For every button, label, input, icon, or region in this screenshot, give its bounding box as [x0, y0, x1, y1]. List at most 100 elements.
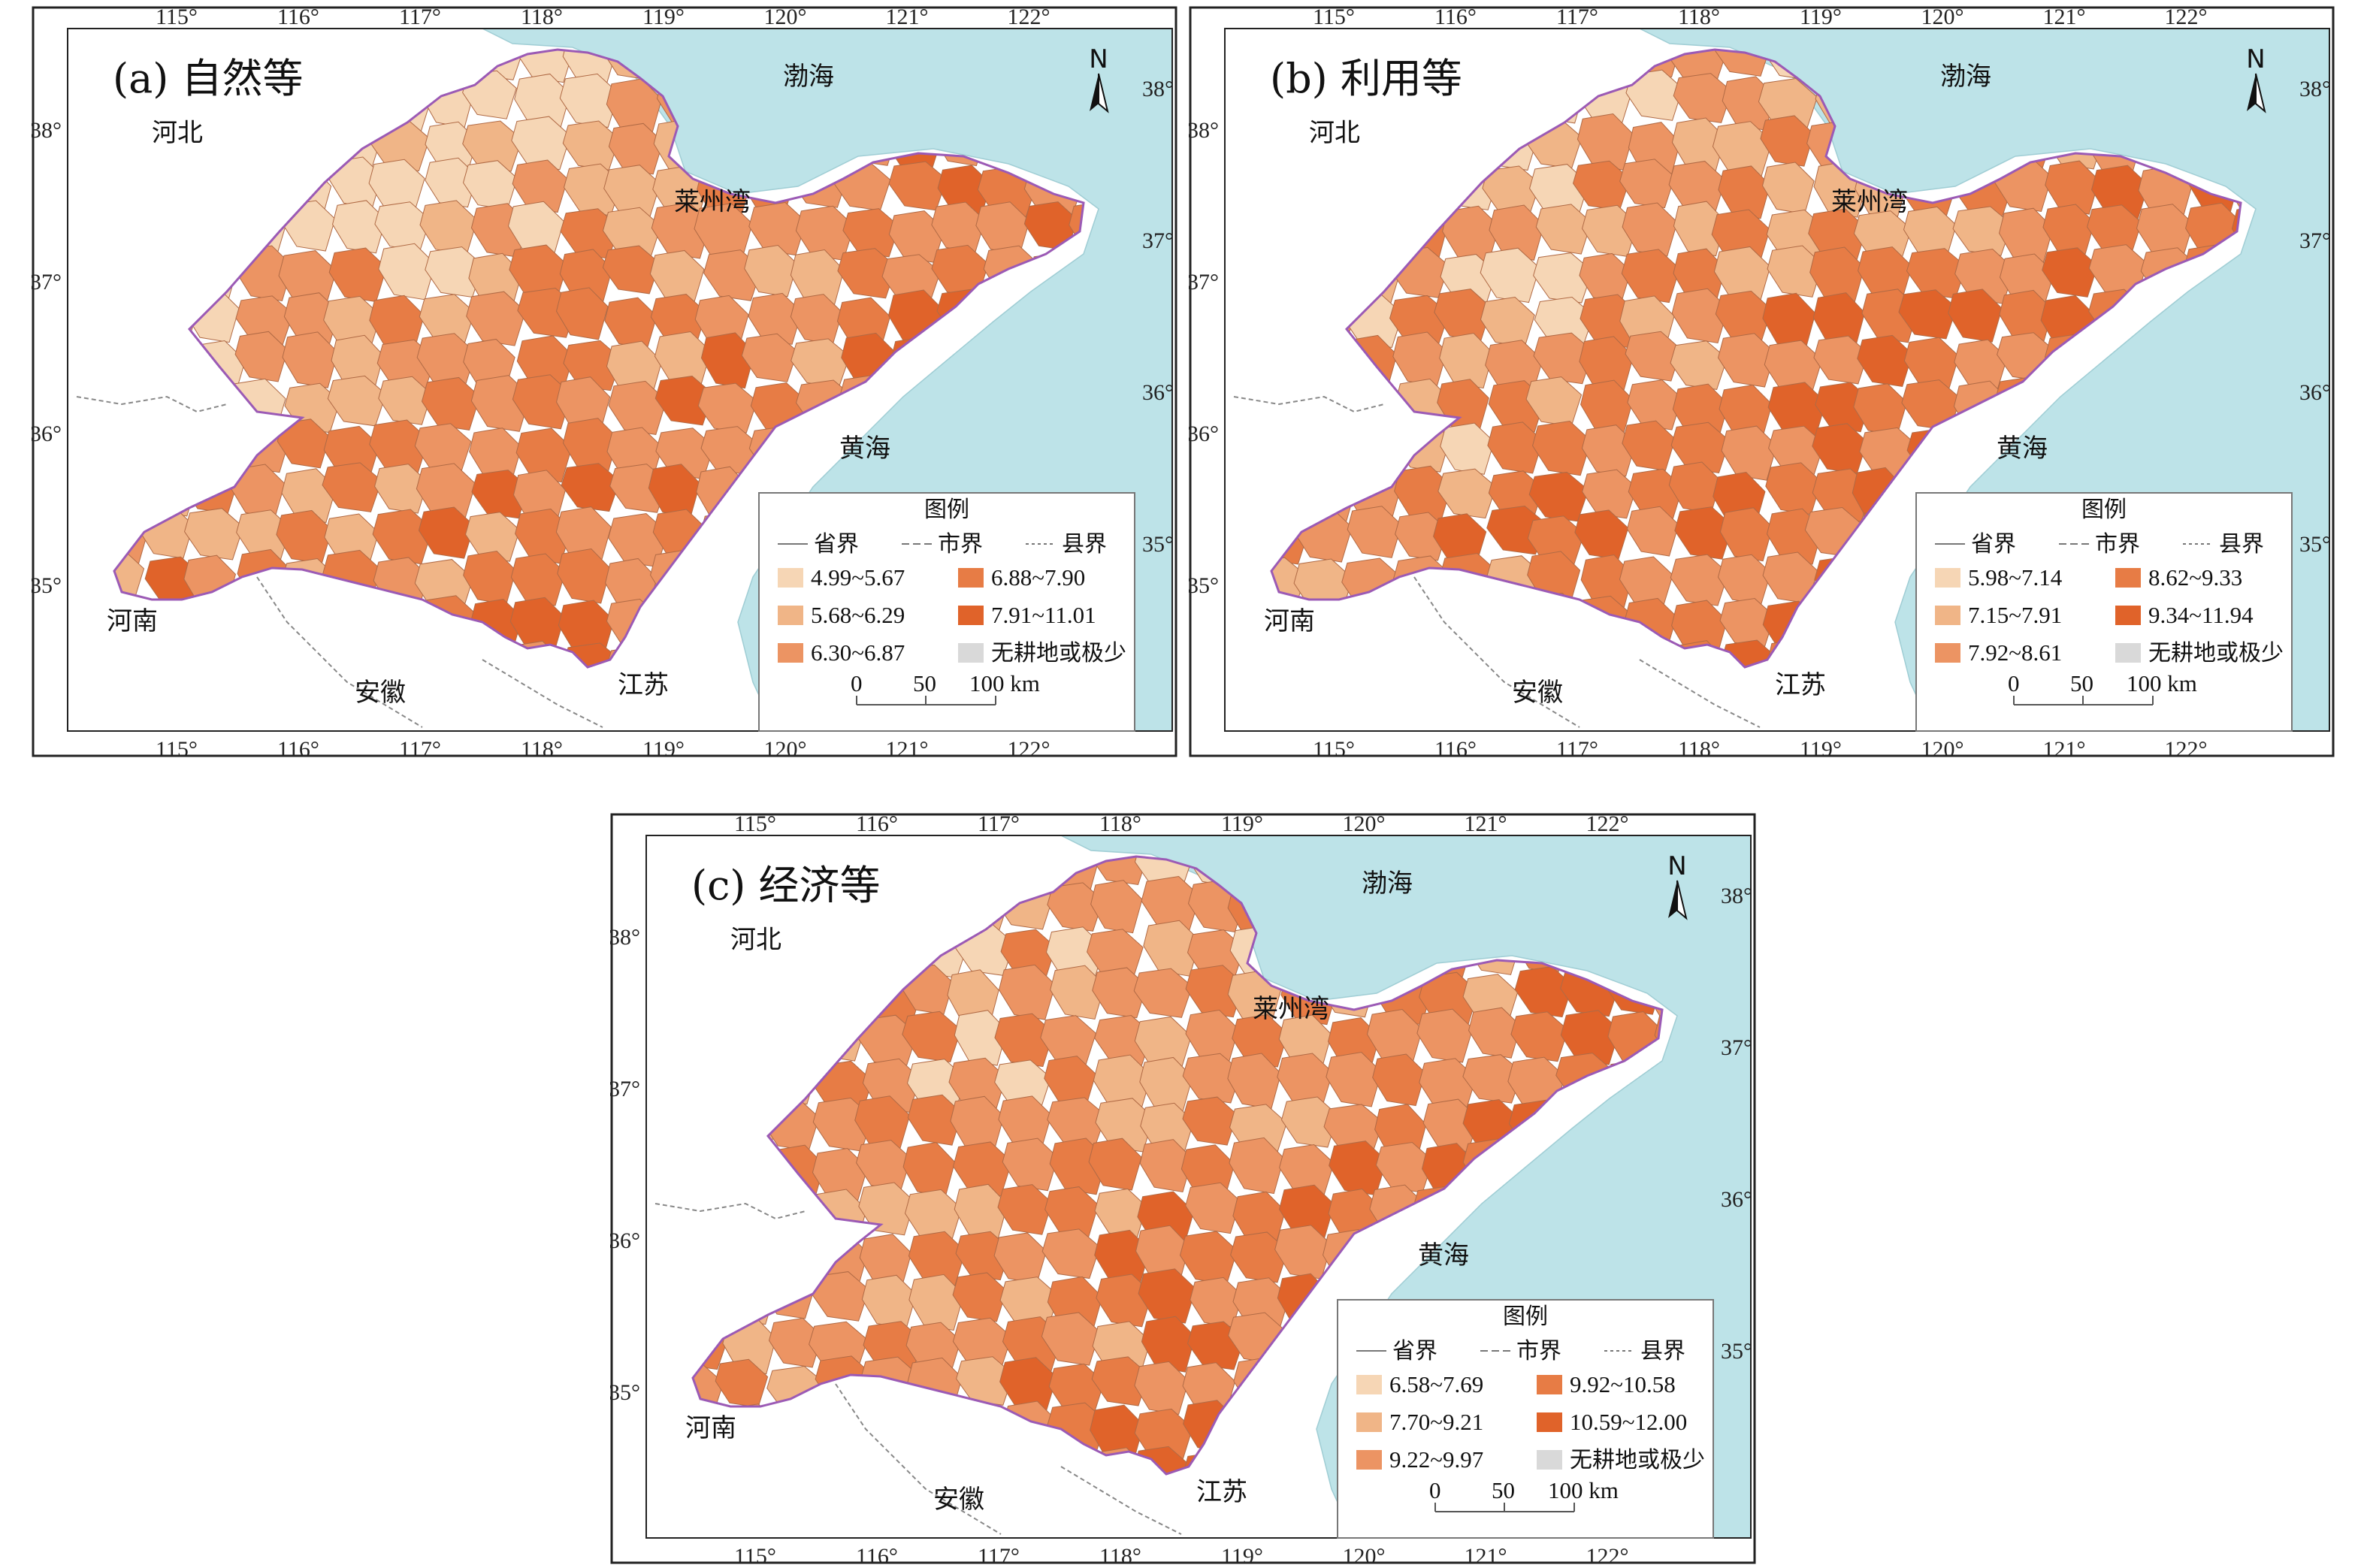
county-cell — [700, 332, 755, 389]
lon-tick-bottom: 116° — [277, 737, 319, 757]
county-cell — [464, 512, 521, 562]
county-cell — [1625, 331, 1682, 382]
legend-swatch-no-farmland — [2115, 643, 2141, 663]
place-label-laizhou-bay: 莱州湾 — [1831, 187, 1908, 217]
legend-class-label: 7.92~8.61 — [1968, 639, 2062, 666]
county-cell — [471, 470, 530, 519]
place-label-laizhou-bay: 莱州湾 — [674, 187, 751, 217]
county-cell — [1626, 506, 1679, 557]
legend-no-farmland-label: 无耕地或极少 — [1570, 1447, 1705, 1473]
place-label-bohai: 渤海 — [1362, 869, 1413, 899]
county-cell — [651, 202, 712, 259]
lat-tick-left: 35° — [610, 1380, 640, 1405]
county-cell — [994, 1013, 1054, 1068]
place-label-anhui: 安徽 — [355, 678, 406, 708]
county-cell — [378, 376, 432, 425]
county-cell — [1621, 249, 1680, 304]
lon-tick-top: 121° — [886, 6, 929, 29]
legend-class-label: 7.70~9.21 — [1389, 1409, 1483, 1435]
county-cell — [282, 331, 339, 388]
scale-label: 0 — [2008, 670, 2020, 696]
lat-tick-left: 38° — [610, 925, 640, 950]
county-cell — [281, 468, 337, 523]
county-cell — [1347, 506, 1402, 558]
county-cell — [466, 291, 526, 346]
place-label-henan: 河南 — [107, 606, 158, 636]
county-cell — [1091, 1356, 1150, 1406]
county-cell — [1395, 512, 1448, 561]
legend-no-farmland-label: 无耕地或极少 — [991, 640, 1126, 666]
map-frame — [67, 28, 1173, 732]
scale-label: 0 — [1429, 1477, 1441, 1503]
map-panel-c: 115° 115° 116° 116° 117° 117° 118° 118° 119° 119°… — [610, 813, 1756, 1564]
lat-tick-left: 35° — [32, 573, 62, 598]
lon-tick-top: 118° — [1099, 813, 1141, 836]
county-cell — [425, 157, 478, 208]
county-cell — [1674, 506, 1734, 560]
map-frame — [1224, 28, 2330, 732]
county-cell — [744, 244, 798, 298]
lat-tick-right: 37° — [1142, 228, 1174, 253]
county-cell — [768, 1318, 823, 1368]
legend-title: 图例 — [1503, 1304, 1548, 1330]
county-cell — [602, 245, 661, 295]
county-cell — [234, 331, 289, 382]
county-cell — [512, 159, 568, 213]
place-label-jiangsu: 江苏 — [618, 670, 669, 700]
lat-tick-right: 37° — [1721, 1035, 1752, 1060]
lon-tick-bottom: 115° — [1313, 737, 1355, 757]
county-cell — [1230, 1231, 1289, 1283]
county-cell — [1581, 424, 1637, 477]
county-cell — [1857, 334, 1913, 388]
legend-swatch — [958, 568, 984, 588]
province-border — [113, 48, 1085, 669]
county-cell — [332, 200, 386, 254]
boundary-label: 省界 — [814, 531, 859, 557]
lon-tick-bottom: 122° — [1008, 737, 1050, 757]
place-label-yellow-sea: 黄海 — [1997, 434, 2048, 464]
county-cell — [1948, 289, 2003, 343]
county-cell — [1185, 965, 1244, 1018]
legend-swatch — [2115, 568, 2141, 588]
north-arrow-icon: N — [2246, 44, 2266, 113]
county-cell — [1096, 1273, 1153, 1328]
county-cell — [510, 553, 566, 606]
legend-class-label: 9.92~10.58 — [1570, 1371, 1676, 1397]
scale-label: 50 — [1492, 1477, 1515, 1503]
county-cell — [1487, 421, 1543, 474]
county-cell — [748, 292, 803, 345]
lat-tick-right: 35° — [1721, 1339, 1752, 1364]
county-cell — [1182, 1053, 1242, 1104]
legend-title: 图例 — [924, 497, 969, 523]
county-cell — [1673, 201, 1726, 257]
lon-tick-top: 116° — [856, 813, 898, 836]
county-cell — [608, 380, 667, 435]
legend-class-label: 9.22~9.97 — [1389, 1446, 1483, 1473]
county-cell — [837, 248, 897, 299]
lon-tick-bottom: 119° — [1800, 737, 1842, 757]
lon-tick-top: 120° — [1921, 6, 1964, 29]
county-cell — [1671, 288, 1729, 344]
county-cell — [1134, 1361, 1190, 1415]
lat-tick-right: 38° — [1142, 77, 1174, 101]
north-label: N — [1089, 44, 1108, 74]
place-label-henan: 河南 — [1264, 606, 1315, 636]
map-svg: 115° 115° 116° 116° 117° 117° 118° 118° 119° 119°… — [610, 813, 1756, 1564]
county-cell — [512, 374, 573, 430]
lon-tick-bottom: 120° — [764, 737, 807, 757]
legend-swatch — [778, 643, 803, 663]
place-label-jiangsu: 江苏 — [1196, 1477, 1247, 1507]
north-arrow-icon: N — [1667, 851, 1688, 920]
county-cell — [1533, 332, 1594, 385]
county-cell — [1480, 247, 1540, 304]
lon-tick-bottom: 121° — [886, 737, 929, 757]
legend-class-label: 6.88~7.90 — [991, 564, 1085, 591]
place-label-jiangsu: 江苏 — [1775, 670, 1826, 700]
county-cell — [322, 462, 382, 512]
lat-tick-left: 37° — [610, 1077, 640, 1101]
county-cell — [2045, 160, 2099, 215]
legend-class-label: 10.59~12.00 — [1570, 1409, 1687, 1435]
legend-class-label: 7.91~11.01 — [991, 602, 1096, 628]
county-cell — [1041, 1312, 1101, 1366]
legend-class-label: 5.98~7.14 — [1968, 564, 2063, 591]
